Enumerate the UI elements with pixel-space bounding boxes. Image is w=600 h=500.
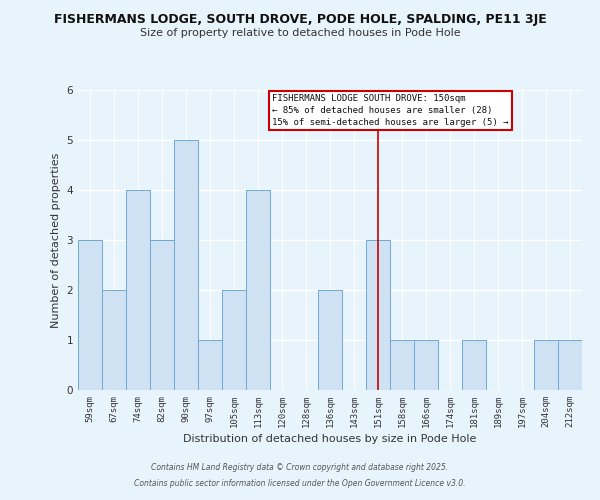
Bar — [414, 340, 438, 390]
Text: FISHERMANS LODGE, SOUTH DROVE, PODE HOLE, SPALDING, PE11 3JE: FISHERMANS LODGE, SOUTH DROVE, PODE HOLE… — [53, 12, 547, 26]
Bar — [390, 340, 414, 390]
Bar — [558, 340, 582, 390]
Text: FISHERMANS LODGE SOUTH DROVE: 150sqm
← 85% of detached houses are smaller (28)
1: FISHERMANS LODGE SOUTH DROVE: 150sqm ← 8… — [272, 94, 509, 126]
Bar — [246, 190, 270, 390]
Text: Size of property relative to detached houses in Pode Hole: Size of property relative to detached ho… — [140, 28, 460, 38]
Bar — [366, 240, 390, 390]
Bar — [150, 240, 174, 390]
Bar — [222, 290, 246, 390]
Bar — [534, 340, 558, 390]
Bar — [462, 340, 486, 390]
Bar — [78, 240, 102, 390]
X-axis label: Distribution of detached houses by size in Pode Hole: Distribution of detached houses by size … — [184, 434, 476, 444]
Text: Contains public sector information licensed under the Open Government Licence v3: Contains public sector information licen… — [134, 478, 466, 488]
Bar — [174, 140, 198, 390]
Bar — [318, 290, 342, 390]
Text: Contains HM Land Registry data © Crown copyright and database right 2025.: Contains HM Land Registry data © Crown c… — [151, 464, 449, 472]
Bar — [198, 340, 222, 390]
Bar — [126, 190, 150, 390]
Y-axis label: Number of detached properties: Number of detached properties — [51, 152, 61, 328]
Bar — [102, 290, 126, 390]
